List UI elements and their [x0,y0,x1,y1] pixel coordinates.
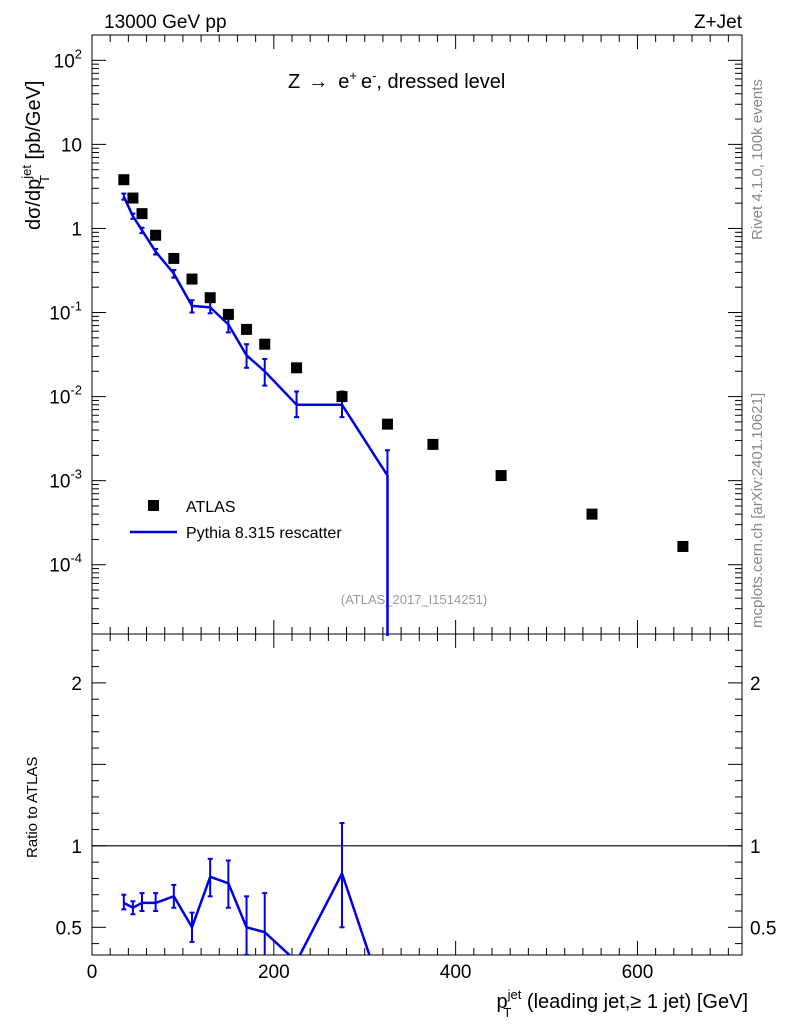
legend-data-label: ATLAS [186,499,236,516]
data-point [495,470,507,482]
data-point [336,391,348,403]
legend: ATLAS Pythia 8.315 rescatter [130,499,342,542]
data-point [186,273,198,285]
ratio-panel-frame [91,633,743,956]
main-marks [118,174,689,636]
y-tick-label: 10-2 [49,383,82,409]
y-tick-label: 10 [61,135,82,156]
mcplots-label: mcplots.cern.ch [arXiv:2401.10621] [749,393,766,628]
x-tick-label: 400 [440,962,472,983]
data-point [118,174,130,186]
ratio-y-ticks: 0.5 0.5 1 1 2 2 [56,649,776,945]
data-point [168,252,180,264]
rivet-label: Rivet 4.1.0, 100k events [749,79,766,240]
legend-mc-label: Pythia 8.315 rescatter [186,525,342,542]
x-tick-label: 0 [87,962,98,983]
data-point [381,418,393,430]
analysis-id: (ATLAS_2017_I1514251) [341,592,487,607]
x-ticks: 0 200 400 600 [87,35,729,983]
data-point [204,292,216,304]
mc-line [122,195,389,636]
data-point [241,323,253,335]
ratio-y-axis-label: Ratio to ATLAS [24,757,41,858]
data-point [127,192,139,204]
x-axis-label: pjet T (leading jet,≥ 1 jet) [GeV] [497,987,748,1020]
main-y-axis-label: dσ/dpjetT [pb/GeV] [19,81,52,230]
y-tick-label: 10-1 [49,299,82,325]
ratio-marks [121,822,371,955]
y-tick-label: 1 [71,219,82,240]
data-point [677,540,689,552]
ratio-tick-label: 2 [71,674,82,695]
ratio-tick-label: 1 [71,837,82,858]
y-tick-label: 10-3 [49,467,82,493]
y-tick-label: 10-4 [49,551,82,577]
ratio-tick-label-right: 2 [750,674,761,695]
legend-data-marker [148,500,159,511]
ratio-tick-label: 0.5 [56,918,82,939]
data-point [586,508,598,520]
header-right: Z+Jet [694,12,743,33]
main-panel-frame [91,34,743,635]
ratio-tick-label-right: 0.5 [750,918,776,939]
x-tick-label: 600 [622,962,654,983]
y-tick-label: 102 [54,46,82,72]
data-point [427,438,439,450]
main-y-ticks: 10-4 10-3 10-2 10-1 1 10 102 [49,34,742,624]
data-point [291,362,303,374]
ratio-line [123,872,371,955]
data-point [150,229,162,241]
ratio-tick-label-right: 1 [750,837,761,858]
data-point [136,208,148,220]
data-point [222,308,234,320]
x-tick-label: 200 [258,962,290,983]
data-point [259,338,271,350]
header-left: 13000 GeV pp [104,12,227,33]
process-label: Z → e+ e-, dressed level [288,68,505,93]
